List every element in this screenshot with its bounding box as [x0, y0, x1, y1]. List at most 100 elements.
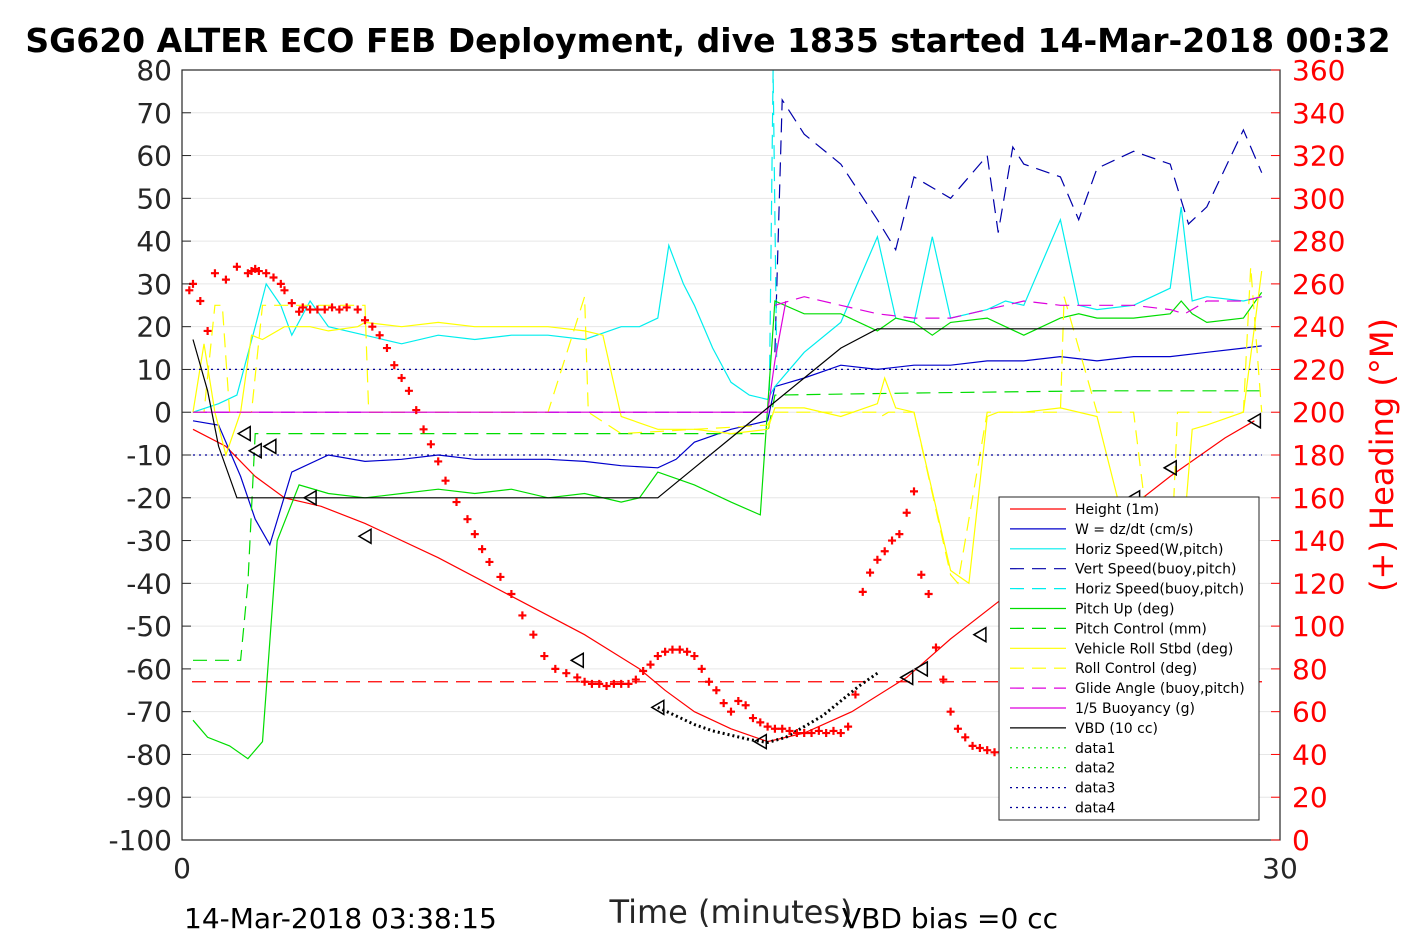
heading-marker	[748, 714, 757, 723]
heading-marker	[975, 744, 984, 753]
heading-marker	[756, 718, 765, 727]
footer-timestamp: 14-Mar-2018 03:38:15	[184, 902, 497, 935]
y-right-tick-label: 140	[1292, 525, 1345, 558]
y-tick-label: 80	[136, 54, 172, 87]
heading-marker	[829, 726, 838, 735]
heading-marker	[203, 326, 212, 335]
heading-marker	[807, 729, 816, 738]
heading-marker	[741, 701, 750, 710]
heading-marker	[463, 515, 472, 524]
heading-marker	[529, 630, 538, 639]
heading-marker	[485, 557, 494, 566]
heading-marker	[785, 726, 794, 735]
heading-marker	[518, 611, 527, 620]
legend-label: Vert Speed(buoy,pitch)	[1075, 562, 1237, 578]
heading-marker	[983, 746, 992, 755]
y-right-tick-label: 340	[1292, 97, 1345, 130]
heading-marker	[232, 262, 241, 271]
y-tick-label: -100	[108, 824, 172, 857]
triangle-marker	[913, 660, 929, 678]
y-axis-left: 80 70 60 50 40 30 20 10 0 -10 -20 -30 -40 -50 -60 -70 -8…	[108, 54, 191, 857]
x-axis-label: Time (minutes)	[609, 893, 853, 931]
heading-marker	[822, 729, 831, 738]
heading-marker	[382, 344, 391, 353]
y-tick-label: 70	[136, 97, 172, 130]
heading-marker	[562, 669, 571, 678]
legend-label: data4	[1075, 801, 1116, 817]
legend-label: Vehicle Roll Stbd (deg)	[1075, 641, 1233, 657]
heading-marker	[295, 307, 304, 316]
heading-marker	[313, 305, 322, 314]
heading-marker	[269, 273, 278, 282]
y-right-tick-label: 200	[1292, 396, 1345, 429]
legend-label: W = dz/dt (cm/s)	[1075, 522, 1194, 538]
heading-marker	[434, 457, 443, 466]
heading-marker	[276, 279, 285, 288]
triangle-marker	[569, 652, 585, 669]
heading-marker	[320, 305, 329, 314]
heading-marker	[902, 508, 911, 517]
heading-marker	[968, 741, 977, 750]
heading-marker	[452, 498, 461, 507]
heading-marker	[888, 536, 897, 545]
series-line	[192, 271, 1263, 585]
y-axis-right-label: (+) Heading (°M)	[1363, 318, 1401, 592]
heading-marker	[858, 587, 867, 596]
triangle-marker	[236, 425, 251, 442]
heading-marker	[946, 707, 955, 716]
heading-marker	[917, 570, 926, 579]
y-tick-label: -10	[126, 439, 172, 472]
heading-marker	[624, 679, 633, 688]
heading-marker	[895, 530, 904, 539]
heading-marker	[287, 299, 296, 308]
y-axis-right: 3603403203002802602402202001801601401201…	[1271, 54, 1345, 857]
heading-marker	[426, 440, 435, 449]
y-right-tick-label: 100	[1292, 610, 1345, 643]
triangle-marker	[1246, 412, 1262, 430]
heading-marker	[587, 679, 596, 688]
series-line	[193, 300, 787, 413]
heading-marker	[814, 726, 823, 735]
heading-marker	[210, 269, 219, 278]
heading-marker	[375, 331, 384, 340]
legend-label: VBD (10 cc)	[1075, 721, 1158, 737]
triangle-marker	[262, 438, 277, 455]
heading-marker	[844, 722, 853, 731]
heading-marker	[939, 675, 948, 684]
heading-marker	[719, 699, 728, 708]
y-right-tick-label: 300	[1292, 182, 1345, 215]
triangle-marker	[752, 733, 768, 750]
legend-label: 1/5 Buoyancy (g)	[1075, 701, 1195, 717]
heading-marker	[280, 286, 289, 295]
legend-label: Pitch Up (deg)	[1075, 602, 1174, 618]
heading-marker	[712, 686, 721, 695]
y-right-tick-label: 220	[1292, 353, 1345, 386]
heading-marker	[580, 677, 589, 686]
series-line	[192, 206, 1262, 413]
heading-marker	[639, 667, 648, 676]
heading-marker	[335, 305, 344, 314]
heading-marker	[441, 476, 450, 485]
legend-box	[998, 496, 1260, 821]
heading-marker	[661, 647, 670, 656]
heading-marker	[727, 707, 735, 716]
x-tick-label: 30	[1262, 852, 1298, 885]
heading-marker	[866, 568, 875, 577]
heading-marker	[540, 652, 549, 661]
legend-label: data3	[1075, 781, 1115, 797]
heading-marker	[961, 733, 970, 742]
heading-marker	[778, 724, 787, 733]
heading-marker	[353, 305, 362, 314]
y-right-tick-label: 0	[1292, 824, 1310, 857]
heading-marker	[602, 682, 611, 690]
heading-marker	[609, 679, 618, 688]
y-right-tick-label: 280	[1292, 225, 1345, 258]
y-tick-label: -50	[126, 610, 172, 643]
heading-marker	[873, 555, 882, 564]
heading-marker	[763, 722, 772, 731]
heading-marker	[683, 647, 692, 656]
heading-marker	[368, 322, 377, 331]
y-tick-label: -70	[126, 696, 172, 729]
heading-marker	[507, 590, 516, 599]
heading-marker	[306, 305, 315, 314]
